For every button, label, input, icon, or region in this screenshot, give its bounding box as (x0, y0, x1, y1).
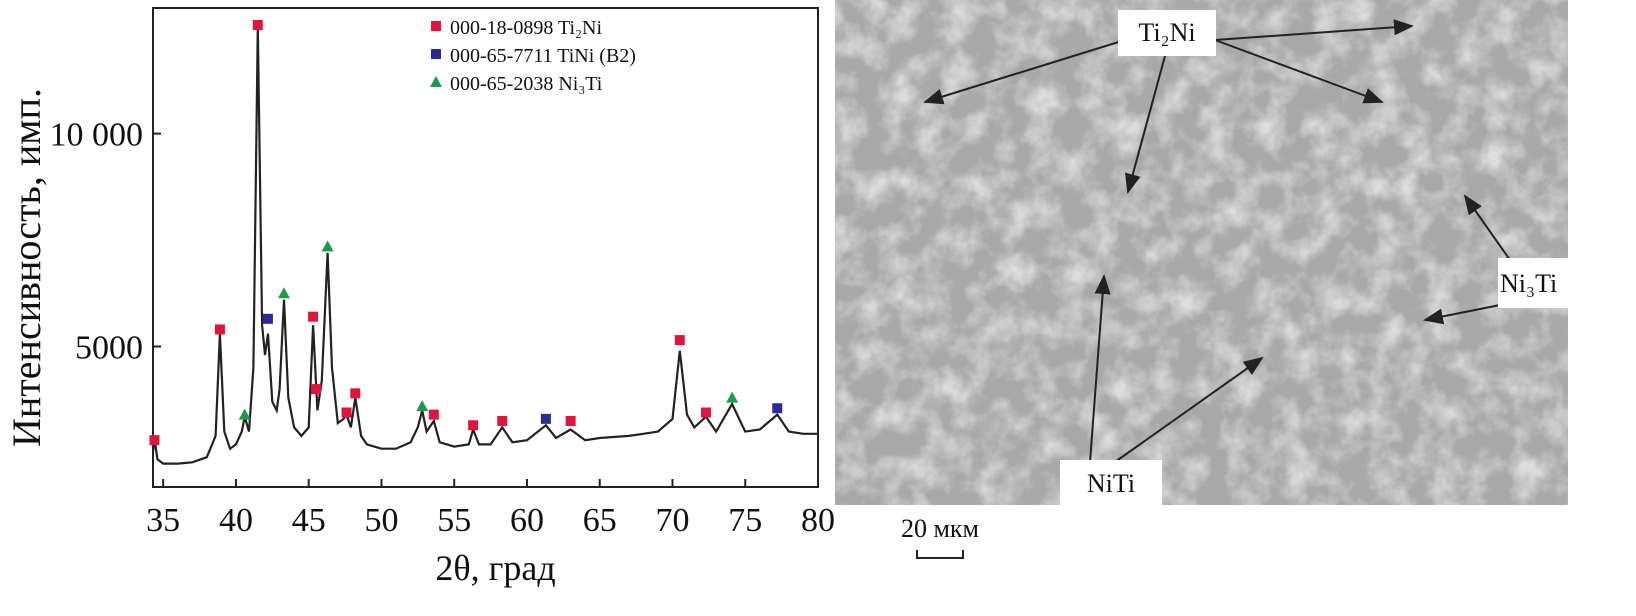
phase-marker (468, 420, 479, 431)
x-tick-label: 45 (292, 502, 326, 539)
phase-marker (262, 313, 273, 324)
y-axis-label: Интенсивность, имп. (4, 88, 49, 447)
phase-marker (277, 287, 290, 299)
x-tick-label: 35 (146, 502, 180, 539)
y-tick-label: 5000 (75, 329, 143, 366)
micrograph: Ti₂Ni Ni₃Ti NiTi 20 мкм (835, 0, 1568, 559)
xrd-pattern (151, 27, 818, 465)
phase-marker (321, 240, 334, 252)
x-tick-label: 50 (364, 502, 398, 539)
phase-marker (772, 403, 783, 414)
x-tick-label: 65 (583, 502, 617, 539)
phase-marker (308, 311, 319, 322)
scale-bar-label: 20 мкм (901, 514, 979, 543)
legend-marker (431, 49, 441, 59)
x-tick-label: 40 (219, 502, 253, 539)
y-tick-label: 10 000 (50, 117, 144, 154)
x-tick-label: 70 (655, 502, 689, 539)
legend-label: 000-65-2038 Ni₃Ti (450, 73, 603, 95)
phase-marker (310, 384, 321, 395)
phase-marker (350, 388, 361, 399)
legend-marker (431, 21, 441, 31)
label-box (1118, 10, 1216, 56)
x-axis-label: 2θ, град (435, 548, 555, 588)
legend-marker (430, 76, 442, 87)
label-box (1060, 460, 1162, 506)
phase-marker (674, 335, 685, 346)
phase-marker (700, 407, 711, 418)
phase-label: NiTi (1087, 469, 1135, 498)
legend-label: 000-18-0898 Ti₂Ni (450, 17, 602, 39)
micrograph-texture (835, 0, 1568, 505)
x-tick-label: 55 (437, 502, 471, 539)
plot-frame (152, 7, 819, 488)
phase-marker (565, 416, 576, 427)
arrows (923, 19, 1511, 463)
phase-marker (416, 400, 429, 412)
phase-marker (214, 324, 225, 335)
x-tick-label: 75 (728, 502, 762, 539)
legend-label: 000-65-7711 TiNi (B2) (450, 45, 636, 67)
x-tick-label: 60 (510, 502, 544, 539)
phase-marker (149, 435, 160, 446)
label-box (1498, 258, 1568, 308)
phase-marker (428, 409, 439, 420)
phase-marker (497, 416, 508, 427)
x-tick-label: 80 (801, 502, 835, 539)
phase-label: Ti₂Ni (1138, 18, 1195, 47)
phase-marker (252, 20, 263, 31)
phase-marker (540, 413, 551, 424)
scale-bar (916, 550, 964, 559)
phase-marker (238, 408, 251, 420)
phase-label: Ni₃Ti (1500, 269, 1557, 298)
phase-marker (341, 407, 352, 418)
phase-marker (726, 391, 739, 403)
